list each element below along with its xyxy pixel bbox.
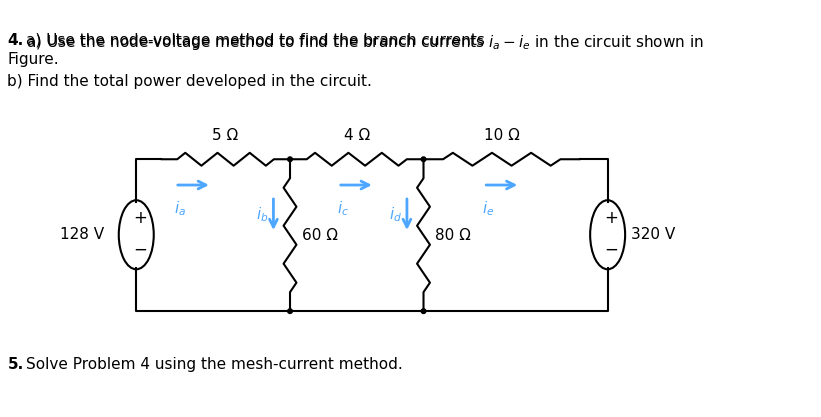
Text: a) Use the node-voltage method to find the branch currents: a) Use the node-voltage method to find t…: [25, 33, 489, 48]
Text: 4.: 4.: [7, 33, 24, 48]
Text: $i_c$: $i_c$: [337, 200, 348, 219]
Text: a) Use the node-voltage method to find the branch currents $i_a - i_e$ in the ci: a) Use the node-voltage method to find t…: [25, 33, 704, 52]
Text: 128 V: 128 V: [60, 227, 104, 242]
Text: Solve Problem 4 using the mesh-current method.: Solve Problem 4 using the mesh-current m…: [25, 357, 402, 372]
Text: 5 Ω: 5 Ω: [213, 128, 239, 143]
Text: Figure.: Figure.: [7, 52, 59, 67]
Text: b) Find the total power developed in the circuit.: b) Find the total power developed in the…: [7, 74, 372, 89]
Text: +: +: [604, 209, 618, 227]
Text: $i_a$: $i_a$: [173, 200, 186, 219]
Text: $i_d$: $i_d$: [389, 205, 402, 224]
Text: −: −: [604, 241, 618, 259]
Circle shape: [287, 309, 292, 314]
Circle shape: [287, 157, 292, 161]
Text: $i_e$: $i_e$: [482, 200, 494, 219]
Text: $i_b$: $i_b$: [256, 205, 268, 224]
Text: 80 Ω: 80 Ω: [435, 228, 471, 243]
Text: −: −: [133, 241, 147, 259]
Circle shape: [421, 309, 426, 314]
Text: 10 Ω: 10 Ω: [484, 128, 520, 143]
Text: 320 V: 320 V: [631, 227, 675, 242]
Text: 4 Ω: 4 Ω: [344, 128, 370, 143]
Text: 5.: 5.: [7, 357, 24, 372]
Text: 60 Ω: 60 Ω: [302, 228, 338, 243]
Circle shape: [421, 157, 426, 161]
Text: +: +: [133, 209, 147, 227]
